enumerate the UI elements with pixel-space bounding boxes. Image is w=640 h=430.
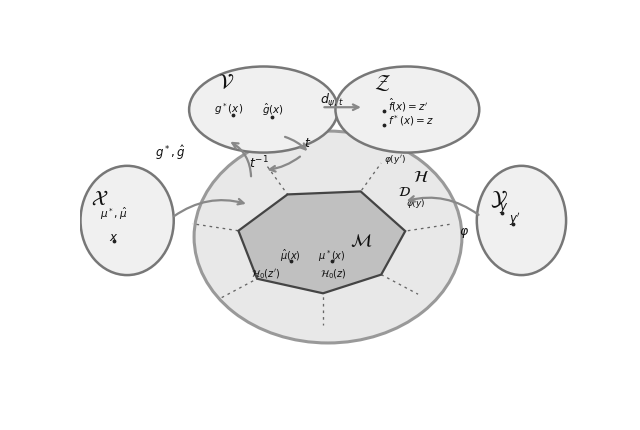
Text: $x$: $x$ [109,230,118,243]
Text: $\hat{g}(x)$: $\hat{g}(x)$ [262,101,284,118]
Text: $\mathcal{Y}$: $\mathcal{Y}$ [490,188,508,210]
Text: $d_{\psi,t}$: $d_{\psi,t}$ [319,92,344,110]
Text: $g^*(x)$: $g^*(x)$ [214,101,243,117]
Ellipse shape [189,67,338,153]
Text: $\mathcal{H}_0(z')$: $\mathcal{H}_0(z')$ [252,267,281,281]
Polygon shape [239,191,405,293]
Text: $t^{-1}$: $t^{-1}$ [249,154,268,171]
Text: $f^*(x)=z$: $f^*(x)=z$ [388,113,433,128]
Text: $\mathcal{Z}$: $\mathcal{Z}$ [374,73,391,93]
Text: $\hat{\mu}(x)$: $\hat{\mu}(x)$ [280,248,301,264]
Text: $\mathcal{D}$: $\mathcal{D}$ [399,185,412,200]
Text: $\mu^*,\hat{\mu}$: $\mu^*,\hat{\mu}$ [100,206,127,222]
Text: $\varphi(y)$: $\varphi(y)$ [406,197,426,210]
Text: $\mathcal{H}_0(z)$: $\mathcal{H}_0(z)$ [319,267,346,281]
Text: $\mathcal{X}$: $\mathcal{X}$ [91,190,109,209]
Ellipse shape [194,131,462,343]
Ellipse shape [81,166,173,275]
Text: $\mathcal{V}$: $\mathcal{V}$ [218,74,234,92]
Text: $y'$: $y'$ [509,211,521,228]
Text: $\mu^*(x)$: $\mu^*(x)$ [318,248,346,264]
Text: $\mathcal{M}$: $\mathcal{M}$ [350,232,372,250]
Text: $t$: $t$ [303,137,311,150]
Text: $y$: $y$ [499,201,509,215]
Text: $\hat{f}(x)=z'$: $\hat{f}(x)=z'$ [388,97,428,114]
Ellipse shape [477,166,566,275]
Text: $g^*,\hat{g}$: $g^*,\hat{g}$ [156,143,186,162]
Text: $\varphi$: $\varphi$ [459,226,469,240]
Ellipse shape [335,67,479,153]
Text: $\mathcal{H}$: $\mathcal{H}$ [413,169,429,186]
Text: $\varphi(y')$: $\varphi(y')$ [384,153,406,166]
